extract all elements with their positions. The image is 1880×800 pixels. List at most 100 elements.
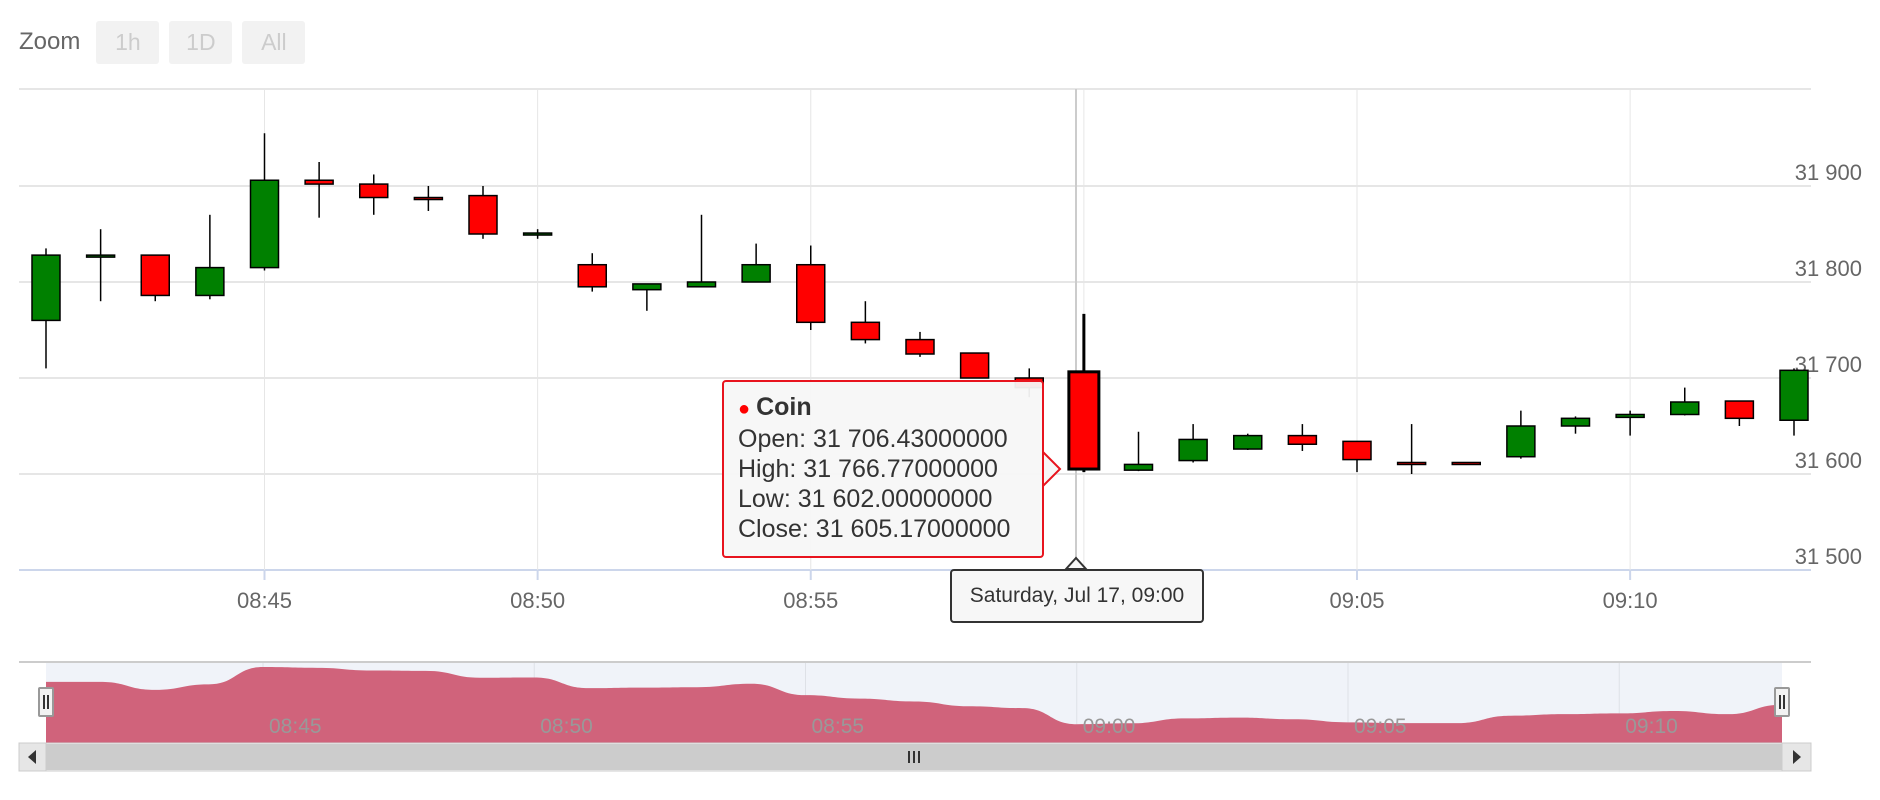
candle[interactable] <box>1560 416 1591 434</box>
candle-body <box>1123 463 1154 471</box>
zoom-1h-button[interactable]: 1h <box>96 20 160 64</box>
candle-body <box>304 179 334 185</box>
candle[interactable] <box>1451 461 1481 466</box>
candle-body <box>1451 461 1481 466</box>
candle-body <box>1233 434 1263 450</box>
zoom-1d-button[interactable]: 1D <box>169 20 233 64</box>
candle-body <box>1178 438 1208 462</box>
grid-lines <box>19 88 1811 571</box>
range-selector: Zoom 1h 1D All <box>19 20 306 64</box>
candle[interactable] <box>413 186 444 211</box>
tooltip-close: Close: 31 605.17000000 <box>738 515 1011 543</box>
candle-body <box>249 179 280 269</box>
candle[interactable] <box>1396 424 1427 474</box>
tooltip-series-row: ● Coin <box>738 392 1028 424</box>
candle[interactable] <box>1287 424 1318 451</box>
candle[interactable] <box>359 174 389 215</box>
candle-body <box>1067 370 1101 471</box>
candle-series[interactable] <box>31 133 1809 474</box>
y-tick-label: 31 600 <box>1795 448 1862 473</box>
candle[interactable] <box>1233 433 1263 450</box>
navigator-tick-label: 09:05 <box>1354 715 1407 738</box>
x-label-pointer <box>1063 556 1089 570</box>
candle[interactable] <box>468 186 498 239</box>
candle[interactable] <box>686 214 717 288</box>
candle-body <box>195 266 225 297</box>
x-tick-label: 08:45 <box>237 588 292 613</box>
candle-body <box>577 263 607 288</box>
candle-body <box>31 254 61 322</box>
candle[interactable] <box>522 229 553 239</box>
candle[interactable] <box>249 133 280 271</box>
zoom-all-button[interactable]: All <box>242 20 306 64</box>
candle[interactable] <box>1615 410 1645 436</box>
candle-body <box>741 263 771 283</box>
candle-body <box>359 183 389 199</box>
candle-body <box>522 232 553 236</box>
tooltip-high: High: 31 766.77000000 <box>738 455 998 483</box>
scrollbar-grip-icon <box>908 751 920 763</box>
tooltip-pointer <box>1042 449 1062 489</box>
scroll-right-button[interactable] <box>1781 742 1812 772</box>
candle[interactable] <box>195 214 225 300</box>
candle[interactable] <box>85 229 116 302</box>
candle-body <box>468 194 498 235</box>
candle-body <box>140 254 170 297</box>
navigator[interactable]: 08:45 08:50 08:55 09:00 09:05 09:10 <box>19 661 1811 743</box>
navigator-tick-label: 08:45 <box>269 715 322 738</box>
candle-body <box>1779 369 1809 421</box>
candle[interactable] <box>1506 410 1536 459</box>
tooltip-low: Low: 31 602.00000000 <box>738 485 993 513</box>
candle[interactable] <box>1779 368 1809 436</box>
candle[interactable] <box>1670 387 1700 416</box>
candle-body <box>1670 401 1700 416</box>
scrollbar[interactable] <box>18 742 1812 772</box>
candle[interactable] <box>741 243 771 283</box>
navigator-selected-range[interactable] <box>46 662 1782 743</box>
candle-body <box>413 196 444 201</box>
y-tick-label: 31 500 <box>1795 544 1862 569</box>
candle-body <box>959 352 990 379</box>
navigator-series-area <box>46 667 1782 743</box>
candle[interactable] <box>304 162 334 218</box>
candle[interactable] <box>959 352 990 379</box>
navigator-tick-label: 09:10 <box>1625 715 1678 738</box>
candle-body <box>796 263 826 324</box>
x-tick-label: 08:50 <box>510 588 565 613</box>
scroll-left-button[interactable] <box>18 742 47 772</box>
candle-body <box>1724 400 1755 420</box>
arrow-left-icon <box>28 750 36 764</box>
y-tick-label: 31 800 <box>1795 256 1862 281</box>
candle[interactable] <box>1123 431 1154 472</box>
candle-body <box>1396 461 1427 466</box>
candle-body <box>850 321 881 341</box>
candle-tooltip: ● Coin Open: 31 706.43000000 High: 31 766… <box>722 380 1044 558</box>
candle[interactable] <box>1724 400 1755 426</box>
navigator-right-handle[interactable] <box>1774 687 1790 717</box>
candle[interactable] <box>1067 313 1101 473</box>
candle[interactable] <box>1178 424 1208 463</box>
zoom-label: Zoom <box>19 28 81 55</box>
candle-body <box>85 254 116 258</box>
candle[interactable] <box>140 254 170 302</box>
candle[interactable] <box>577 253 607 292</box>
candle[interactable] <box>31 248 61 369</box>
candle-body <box>686 281 717 288</box>
candle[interactable] <box>632 283 662 311</box>
candle-body <box>905 338 935 355</box>
candle[interactable] <box>905 331 935 357</box>
candle[interactable] <box>796 245 826 330</box>
series-dot-icon: ● <box>738 398 751 420</box>
y-tick-label: 31 900 <box>1795 160 1862 185</box>
navigator-left-handle[interactable] <box>38 687 54 717</box>
candle[interactable] <box>1342 440 1372 473</box>
crosshair-x-label: Saturday, Jul 17, 09:00 <box>950 569 1204 623</box>
navigator-time-labels: 08:45 08:50 08:55 09:00 09:05 09:10 <box>269 715 1678 738</box>
x-tick-label: 08:55 <box>783 588 838 613</box>
candle[interactable] <box>850 301 881 344</box>
candle-body <box>1287 434 1318 445</box>
tooltip-open: Open: 31 706.43000000 <box>738 425 1008 453</box>
